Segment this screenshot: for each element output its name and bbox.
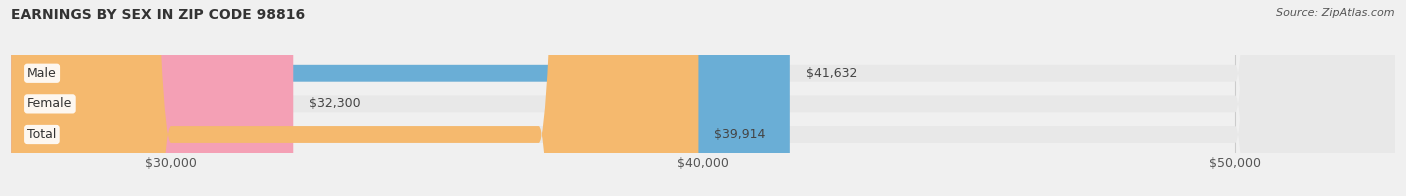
FancyBboxPatch shape — [11, 0, 699, 196]
FancyBboxPatch shape — [11, 0, 1395, 196]
Text: Female: Female — [27, 97, 73, 110]
FancyBboxPatch shape — [11, 0, 294, 196]
Text: $41,632: $41,632 — [806, 67, 858, 80]
Text: $39,914: $39,914 — [714, 128, 766, 141]
Text: Source: ZipAtlas.com: Source: ZipAtlas.com — [1277, 8, 1395, 18]
Text: $32,300: $32,300 — [309, 97, 361, 110]
Text: EARNINGS BY SEX IN ZIP CODE 98816: EARNINGS BY SEX IN ZIP CODE 98816 — [11, 8, 305, 22]
FancyBboxPatch shape — [11, 0, 790, 196]
Text: Male: Male — [27, 67, 58, 80]
FancyBboxPatch shape — [11, 0, 1395, 196]
Text: Total: Total — [27, 128, 56, 141]
FancyBboxPatch shape — [11, 0, 1395, 196]
